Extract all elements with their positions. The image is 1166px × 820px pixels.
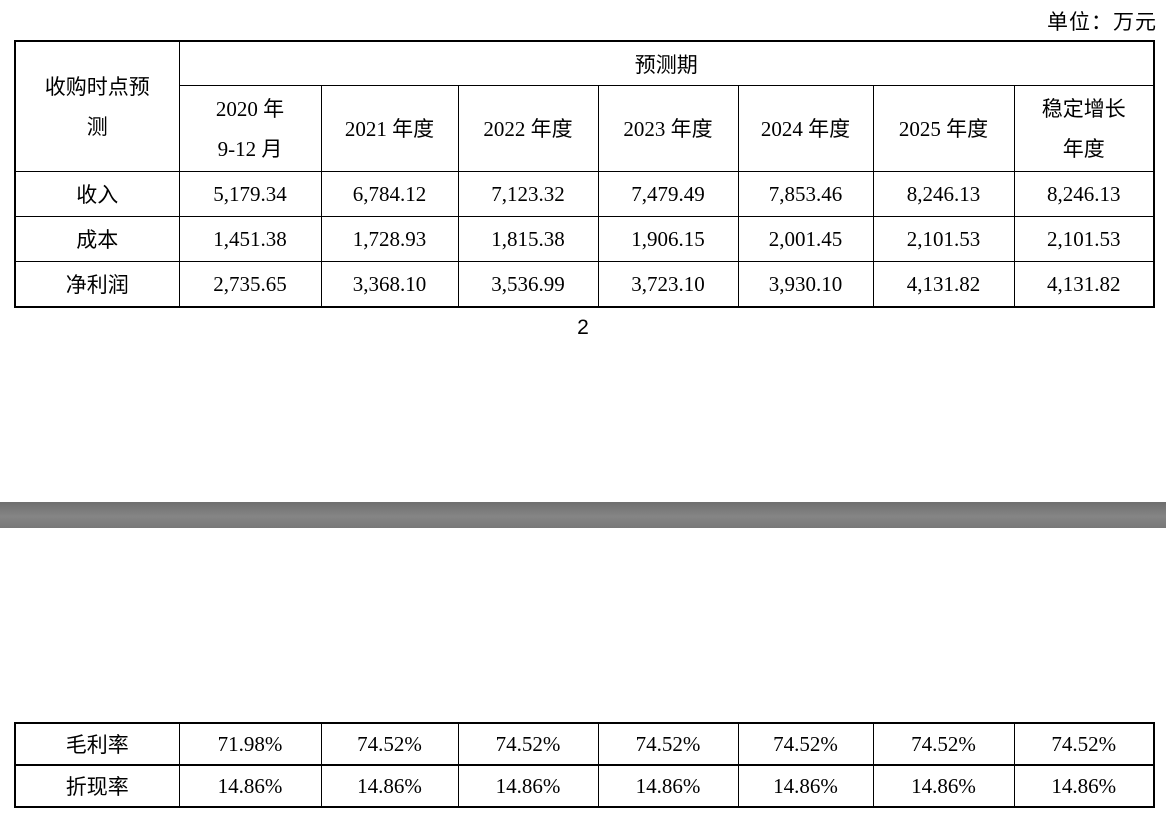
value-cell: 71.98% bbox=[178, 722, 322, 766]
value-cell: 7,479.49 bbox=[597, 171, 739, 217]
value-cell: 74.52% bbox=[872, 722, 1015, 766]
value-cell: 2,001.45 bbox=[737, 216, 874, 262]
table-row: 成本 1,451.38 1,728.93 1,815.38 1,906.15 2… bbox=[14, 216, 1155, 262]
period-header-cell: 预测期 bbox=[178, 40, 1155, 86]
value-cell: 2,101.53 bbox=[872, 216, 1015, 262]
value-cell: 3,368.10 bbox=[320, 261, 459, 308]
column-header-cell: 2022 年度 bbox=[457, 85, 599, 172]
value-cell: 74.52% bbox=[737, 722, 874, 766]
value-cell: 14.86% bbox=[178, 764, 322, 808]
row-label-header-line2: 测 bbox=[86, 114, 108, 139]
value-cell: 14.86% bbox=[872, 764, 1015, 808]
value-cell: 6,784.12 bbox=[320, 171, 459, 217]
value-cell: 1,451.38 bbox=[178, 216, 322, 262]
row-label-cell: 净利润 bbox=[14, 261, 180, 308]
value-cell: 3,536.99 bbox=[457, 261, 599, 308]
table-row: 折现率 14.86% 14.86% 14.86% 14.86% 14.86% 1… bbox=[14, 764, 1155, 808]
value-cell: 1,815.38 bbox=[457, 216, 599, 262]
page-number: 2 bbox=[577, 316, 589, 339]
column-header-line2: 9-12 月 bbox=[217, 136, 283, 161]
value-cell: 1,728.93 bbox=[320, 216, 459, 262]
column-header-cell: 2024 年度 bbox=[737, 85, 874, 172]
forecast-table: 收购时点预 测 预测期 2020 年 9-12 月 2021 年度 2022 年… bbox=[14, 40, 1156, 308]
column-header-cell: 2025 年度 bbox=[872, 85, 1015, 172]
value-cell: 3,930.10 bbox=[737, 261, 874, 308]
value-cell: 74.52% bbox=[320, 722, 459, 766]
value-cell: 14.86% bbox=[1013, 764, 1155, 808]
value-cell: 74.52% bbox=[1013, 722, 1155, 766]
value-cell: 8,246.13 bbox=[872, 171, 1015, 217]
column-header-cell: 2023 年度 bbox=[597, 85, 739, 172]
table-row: 毛利率 71.98% 74.52% 74.52% 74.52% 74.52% 7… bbox=[14, 722, 1155, 766]
value-cell: 14.86% bbox=[457, 764, 599, 808]
rates-table: 毛利率 71.98% 74.52% 74.52% 74.52% 74.52% 7… bbox=[14, 722, 1155, 808]
value-cell: 74.52% bbox=[457, 722, 599, 766]
row-label-cell: 折现率 bbox=[14, 764, 180, 808]
value-cell: 2,101.53 bbox=[1013, 216, 1155, 262]
page-separator-bar bbox=[0, 502, 1166, 528]
value-cell: 5,179.34 bbox=[178, 171, 322, 217]
value-cell: 1,906.15 bbox=[597, 216, 739, 262]
row-label-header-cell: 收购时点预 测 bbox=[14, 40, 180, 172]
row-label-header-line1: 收购时点预 bbox=[44, 74, 150, 99]
value-cell: 14.86% bbox=[737, 764, 874, 808]
table-row: 净利润 2,735.65 3,368.10 3,536.99 3,723.10 … bbox=[14, 261, 1155, 308]
value-cell: 3,723.10 bbox=[597, 261, 739, 308]
column-header-cell: 2021 年度 bbox=[320, 85, 459, 172]
value-cell: 14.86% bbox=[597, 764, 739, 808]
value-cell: 2,735.65 bbox=[178, 261, 322, 308]
table-subheader-row: 2020 年 9-12 月 2021 年度 2022 年度 2023 年度 20… bbox=[15, 85, 1155, 172]
value-cell: 4,131.82 bbox=[872, 261, 1015, 308]
column-header-line1: 稳定增长 bbox=[1041, 96, 1126, 121]
table-header-row: 收购时点预 测 预测期 bbox=[14, 40, 1155, 172]
value-cell: 7,853.46 bbox=[737, 171, 874, 217]
column-header-line2: 年度 bbox=[1062, 136, 1105, 161]
unit-label: 单位：万元 bbox=[1047, 10, 1157, 34]
value-cell: 74.52% bbox=[597, 722, 739, 766]
value-cell: 14.86% bbox=[320, 764, 459, 808]
row-label-cell: 收入 bbox=[14, 171, 180, 217]
value-cell: 7,123.32 bbox=[457, 171, 599, 217]
row-label-cell: 毛利率 bbox=[14, 722, 180, 766]
column-header-cell: 稳定增长 年度 bbox=[1013, 85, 1155, 172]
table-row: 收入 5,179.34 6,784.12 7,123.32 7,479.49 7… bbox=[14, 171, 1155, 217]
column-header-cell: 2020 年 9-12 月 bbox=[178, 85, 322, 172]
value-cell: 8,246.13 bbox=[1013, 171, 1155, 217]
row-label-cell: 成本 bbox=[14, 216, 180, 262]
value-cell: 4,131.82 bbox=[1013, 261, 1155, 308]
column-header-line1: 2020 年 bbox=[215, 96, 285, 121]
